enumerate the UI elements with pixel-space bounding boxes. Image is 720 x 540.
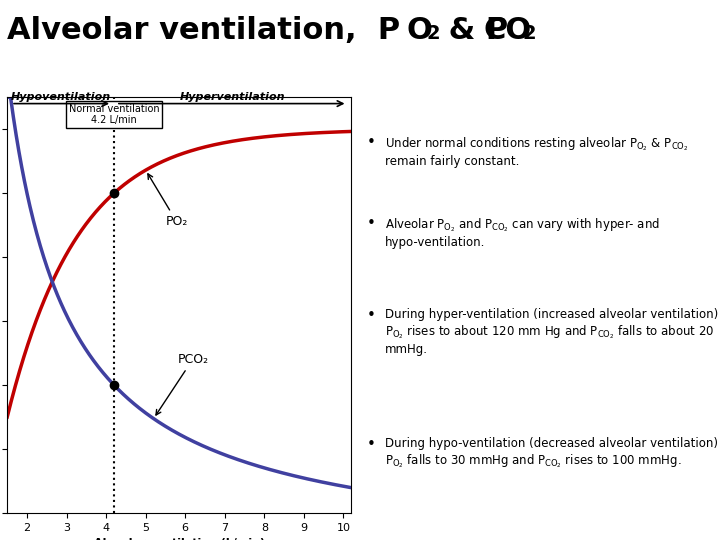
Text: •: • [367, 216, 376, 231]
Text: •: • [367, 135, 376, 150]
Text: 2: 2 [522, 24, 536, 43]
Text: During hypo-ventilation (decreased alveolar ventilation) $\mathregular{P_{O_2}}$: During hypo-ventilation (decreased alveo… [385, 437, 719, 470]
Text: During hyper-ventilation (increased alveolar ventilation) $\mathregular{P_{O_2}}: During hyper-ventilation (increased alve… [385, 308, 719, 356]
Text: 2: 2 [426, 24, 440, 43]
Text: Normal ventilation
4.2 L/min: Normal ventilation 4.2 L/min [68, 104, 159, 125]
Text: PCO₂: PCO₂ [156, 353, 209, 415]
Text: PO₂: PO₂ [148, 174, 188, 228]
Text: & P: & P [438, 16, 508, 45]
Text: O: O [407, 16, 433, 45]
Text: CO: CO [484, 16, 532, 45]
Text: Under normal conditions resting alveolar $\mathregular{P_{O_2}}$ & $\mathregular: Under normal conditions resting alveolar… [385, 135, 688, 167]
Text: Hyperventilation: Hyperventilation [180, 92, 285, 102]
Text: Hypoventilation: Hypoventilation [11, 92, 111, 102]
X-axis label: Alveolar ventilation (L/min): Alveolar ventilation (L/min) [94, 538, 265, 540]
Text: Alveolar ventilation,  P: Alveolar ventilation, P [7, 16, 400, 45]
Text: Alveolar $\mathregular{P_{O_2}}$ and $\mathregular{P_{CO_2}}$ can vary with hype: Alveolar $\mathregular{P_{O_2}}$ and $\m… [385, 216, 660, 248]
Text: •: • [367, 437, 376, 453]
Text: •: • [367, 308, 376, 323]
